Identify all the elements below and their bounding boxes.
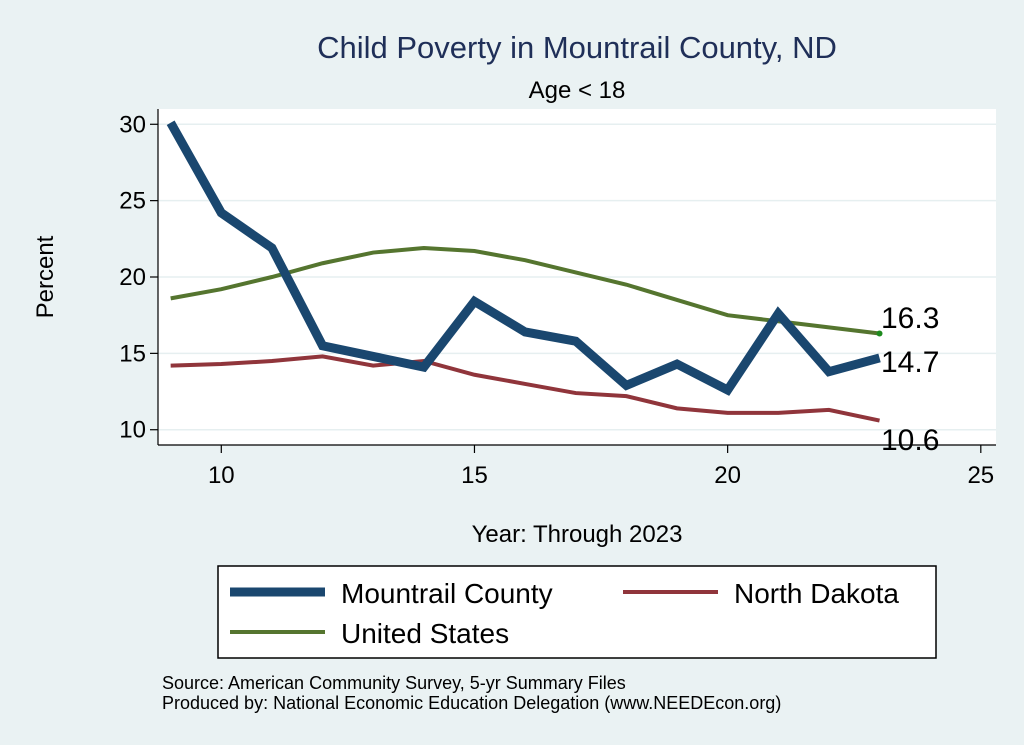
producer-note: Produced by: National Economic Education…: [162, 693, 781, 713]
source-note: Source: American Community Survey, 5-yr …: [162, 673, 626, 693]
y-tick-label-25: 25: [119, 188, 146, 215]
united-states-end-marker: [876, 330, 883, 337]
legend-box: [217, 565, 937, 659]
y-axis: 10 15 20 25 30: [119, 109, 159, 445]
x-tick-label-20: 20: [714, 462, 741, 489]
y-tick-label-30: 30: [119, 111, 146, 138]
gridlines: [158, 123, 996, 431]
chart-subtitle: Age < 18: [529, 77, 626, 104]
y-tick-label-15: 15: [119, 340, 146, 367]
legend-label-north-dakota: North Dakota: [734, 578, 899, 609]
series-layer: [166, 120, 881, 423]
end-label-north-dakota: 10.6: [881, 424, 939, 457]
x-tick-label-25: 25: [967, 462, 994, 489]
x-tick-label-15: 15: [461, 462, 488, 489]
y-tick-label-10: 10: [119, 417, 146, 444]
legend: Mountrail County North Dakota United Sta…: [217, 565, 937, 659]
end-label-united-states: 16.3: [881, 302, 939, 335]
x-axis: 10 15 20 25: [158, 444, 996, 489]
y-tick-label-20: 20: [119, 264, 146, 291]
x-tick-label-10: 10: [208, 462, 235, 489]
chart-title: Child Poverty in Mountrail County, ND: [317, 30, 837, 65]
legend-label-mountrail-county: Mountrail County: [341, 578, 553, 609]
end-label-mountrail-county: 14.7: [881, 346, 939, 379]
legend-label-united-states: United States: [341, 618, 509, 649]
series-line-north-dakota: [170, 354, 880, 423]
y-axis-title: Percent: [32, 235, 59, 318]
series-line-mountrail-county: [166, 120, 881, 396]
x-axis-title: Year: Through 2023: [472, 521, 683, 548]
